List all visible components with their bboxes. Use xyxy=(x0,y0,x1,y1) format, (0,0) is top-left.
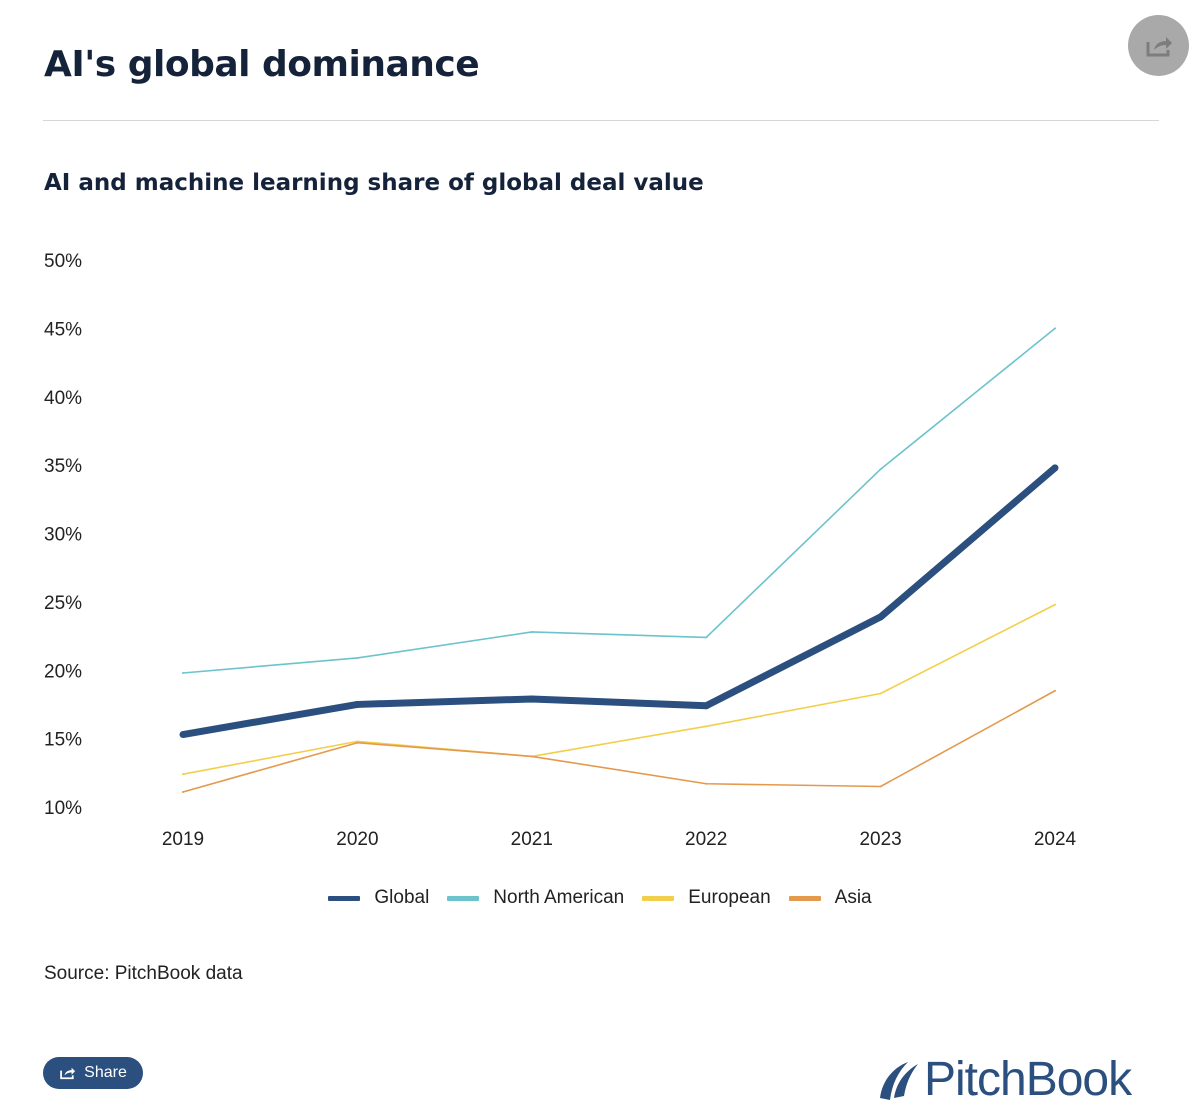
data-point xyxy=(705,725,708,728)
x-tick-label: 2024 xyxy=(1034,829,1077,850)
legend-item[interactable]: European xyxy=(642,887,771,909)
legend-item[interactable]: Asia xyxy=(788,887,872,909)
y-tick-label: 15% xyxy=(44,730,82,751)
series-line-european xyxy=(182,603,1056,775)
y-tick-label: 20% xyxy=(44,661,82,682)
data-point xyxy=(879,692,882,695)
data-point xyxy=(530,630,533,633)
source-note: Source: PitchBook data xyxy=(44,963,243,984)
share-circle-button[interactable] xyxy=(1128,15,1189,76)
legend-item[interactable]: North American xyxy=(447,887,624,909)
data-point xyxy=(182,671,184,674)
data-point xyxy=(1054,689,1056,692)
x-tick-label: 2023 xyxy=(859,829,901,850)
x-tick-label: 2021 xyxy=(511,829,553,850)
series-line-north-american xyxy=(182,327,1056,674)
page-title: AI's global dominance xyxy=(44,44,480,85)
x-tick-label: 2019 xyxy=(162,829,204,850)
data-point xyxy=(353,700,361,708)
share-icon xyxy=(60,1067,76,1080)
legend-label: North American xyxy=(493,887,625,908)
data-point xyxy=(879,468,882,471)
legend-item[interactable]: Global xyxy=(328,887,429,909)
x-tick-label: 2020 xyxy=(336,829,378,850)
y-tick-label: 10% xyxy=(44,798,82,819)
data-point xyxy=(1054,603,1056,606)
legend-label: Asia xyxy=(834,887,872,908)
data-point xyxy=(705,636,708,639)
data-point xyxy=(702,702,710,710)
data-point xyxy=(528,695,536,703)
legend-swatch xyxy=(788,895,821,901)
legend-label: Global xyxy=(374,887,430,908)
series-line-global xyxy=(182,465,1058,738)
share-button-label: Share xyxy=(84,1064,127,1081)
data-point xyxy=(530,755,533,758)
logo-text: PitchBook xyxy=(924,1053,1132,1106)
y-tick-label: 50% xyxy=(44,251,82,272)
data-point xyxy=(179,731,187,739)
divider xyxy=(43,120,1159,121)
data-point xyxy=(877,613,885,621)
data-point xyxy=(1054,327,1056,330)
data-point xyxy=(1051,464,1059,472)
sail-logo-icon xyxy=(880,1061,918,1100)
data-point xyxy=(356,741,359,744)
y-tick-label: 40% xyxy=(44,388,82,409)
y-tick-label: 30% xyxy=(44,525,82,546)
data-point xyxy=(705,782,708,785)
chart-legend: Global North American European Asia xyxy=(0,887,1200,909)
legend-swatch xyxy=(447,895,480,901)
legend-swatch xyxy=(642,895,675,901)
data-point xyxy=(356,656,359,659)
x-tick-label: 2022 xyxy=(685,829,727,850)
y-tick-label: 25% xyxy=(44,593,82,614)
data-point xyxy=(182,773,184,776)
pitchbook-logo: PitchBook xyxy=(878,1052,1132,1107)
share-button[interactable]: Share xyxy=(43,1057,143,1089)
data-point xyxy=(879,785,882,788)
legend-swatch xyxy=(328,895,361,901)
chart-title: AI and machine learning share of global … xyxy=(44,170,704,196)
line-chart: 10% 15% 20% 25% 30% 35% 40% 45% 50% 2019 2020 2021 2… xyxy=(44,251,1077,850)
series-line-asia xyxy=(182,690,1056,793)
y-tick-label: 35% xyxy=(44,456,82,477)
data-point xyxy=(182,790,184,793)
share-icon xyxy=(1146,36,1172,56)
data-point xyxy=(356,740,359,743)
y-tick-label: 45% xyxy=(44,319,82,340)
legend-label: European xyxy=(688,887,771,908)
